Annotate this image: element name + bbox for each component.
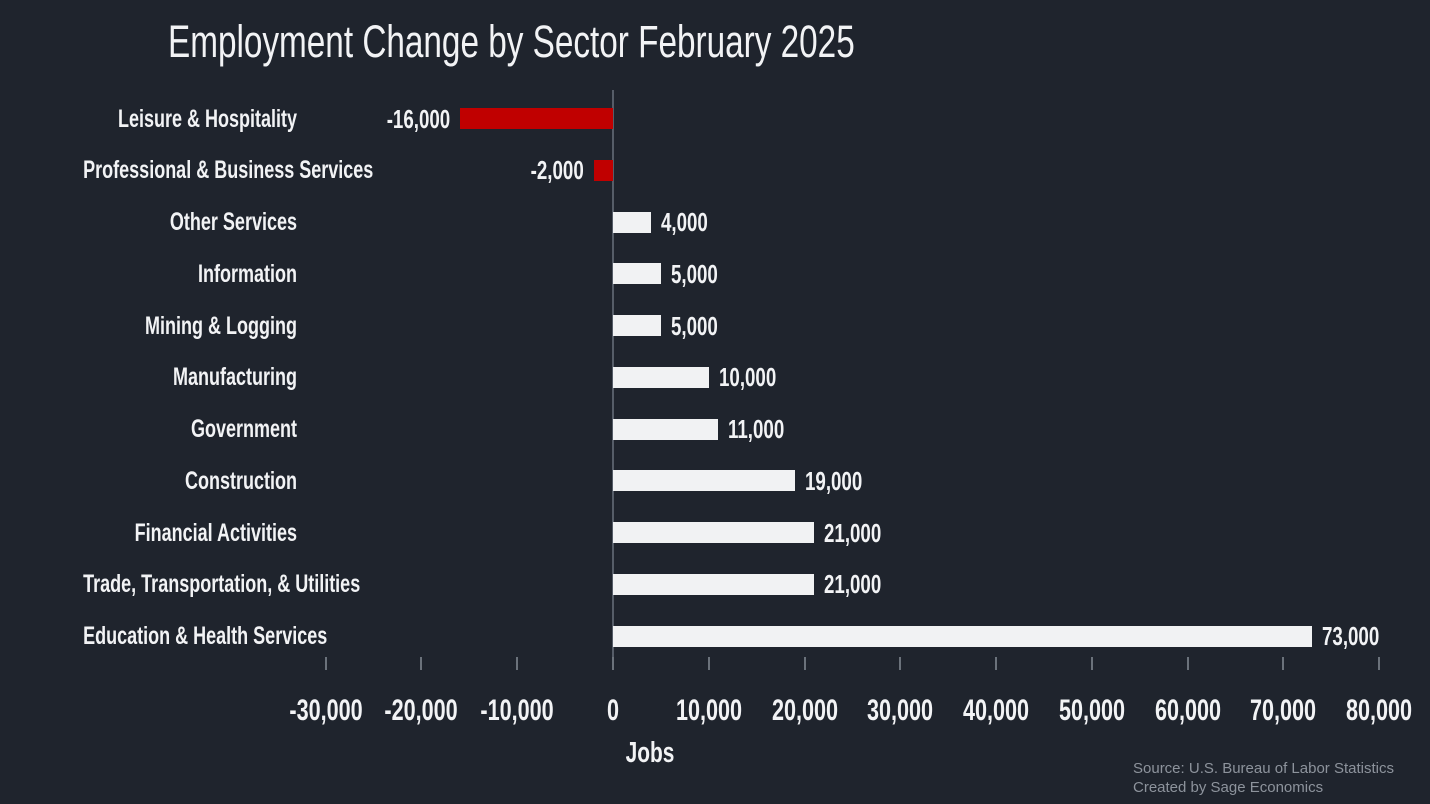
bar-value-label: -2,000 — [530, 155, 584, 186]
bar — [613, 315, 661, 336]
category-label: Education & Health Services — [83, 622, 328, 650]
bar-value-label: 21,000 — [824, 517, 882, 548]
bar-value-label: 73,000 — [1322, 621, 1380, 651]
category-label: Information — [198, 259, 297, 288]
bar — [613, 470, 795, 492]
x-tick — [612, 657, 614, 670]
x-tick-label: 20,000 — [771, 694, 838, 727]
chart-title: Employment Change by Sector February 202… — [168, 16, 855, 67]
category-label: Trade, Transportation, & Utilities — [83, 570, 361, 599]
x-tick-label: 60,000 — [1154, 694, 1221, 727]
x-tick — [420, 657, 423, 670]
bar — [613, 573, 815, 595]
x-tick — [707, 657, 710, 670]
category-label: Government — [190, 415, 297, 443]
x-tick — [516, 657, 519, 670]
category-label: Mining & Logging — [145, 311, 297, 340]
x-tick-label: 10,000 — [675, 694, 742, 727]
bar-value-label: 11,000 — [728, 414, 785, 444]
x-tick-label: 30,000 — [867, 694, 934, 727]
x-tick-label: -20,000 — [384, 694, 459, 727]
x-tick-label: 80,000 — [1346, 694, 1413, 727]
footer-notes: Source: U.S. Bureau of Labor Statistics … — [1133, 759, 1394, 797]
x-tick — [324, 657, 327, 670]
bar-value-label: 5,000 — [670, 310, 718, 341]
bar — [613, 522, 815, 543]
category-label: Other Services — [169, 208, 297, 236]
category-label: Professional & Business Services — [83, 156, 374, 185]
x-tick-label: -30,000 — [289, 694, 363, 727]
bar — [613, 211, 652, 233]
category-label: Manufacturing — [173, 363, 297, 392]
bar-value-label: -16,000 — [386, 103, 450, 134]
bar — [613, 625, 1313, 647]
bar — [613, 263, 661, 285]
bar-value-label: 19,000 — [804, 465, 863, 496]
x-tick — [1378, 657, 1381, 670]
bar-value-label: 10,000 — [718, 362, 777, 393]
credit-note: Created by Sage Economics — [1133, 779, 1324, 796]
bar-value-label: 5,000 — [670, 258, 718, 289]
category-label: Construction — [185, 466, 297, 495]
bar — [613, 418, 719, 440]
x-tick — [1186, 657, 1189, 670]
x-axis-label: Jobs — [625, 737, 675, 769]
x-tick — [1090, 657, 1093, 670]
source-note: Source: U.S. Bureau of Labor Statistics — [1133, 760, 1394, 777]
x-tick-label: 0 — [606, 694, 620, 727]
x-tick — [899, 657, 902, 670]
bar — [593, 159, 613, 181]
x-tick-label: 50,000 — [1058, 694, 1125, 727]
x-tick-label: 70,000 — [1250, 694, 1317, 727]
category-label: Leisure & Hospitality — [117, 104, 297, 133]
category-label: Financial Activities — [134, 518, 297, 547]
bar-value-label: 21,000 — [824, 569, 882, 600]
bar-value-label: 4,000 — [661, 207, 709, 237]
bar — [459, 108, 613, 129]
x-tick — [995, 657, 998, 670]
bar — [613, 366, 709, 388]
x-tick — [1282, 657, 1285, 670]
x-tick-label: 40,000 — [962, 694, 1030, 727]
x-tick — [803, 657, 806, 670]
x-tick-label: -10,000 — [480, 694, 554, 727]
